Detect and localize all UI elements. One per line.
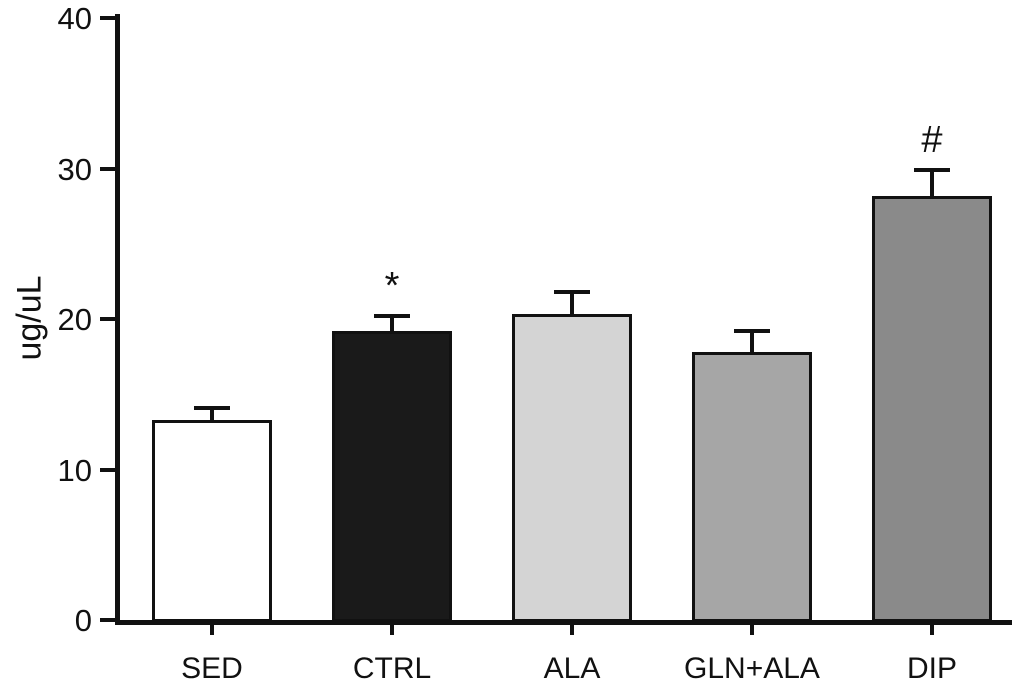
error-bar-cap [554,289,590,294]
x-tick [390,625,394,635]
bar-DIP [872,195,992,622]
error-bar-cap [194,405,230,410]
category-label-CTRL: CTRL [352,652,432,685]
category-label-GLN+ALA: GLN+ALA [684,652,820,685]
error-bar-stem [930,170,934,202]
y-tick-label: 40 [57,1,92,36]
y-tick-label: 30 [57,151,92,187]
bar-SED [152,419,272,622]
x-tick [570,625,574,635]
significance-marker: * [384,264,400,307]
error-bar-stem [750,331,754,359]
y-tick [100,16,115,20]
category-label-DIP: DIP [906,652,957,685]
error-bar-stem [210,407,214,426]
y-tick-label: 10 [57,452,92,488]
y-tick-label: 0 [74,603,92,638]
x-tick [210,625,214,635]
category-label-ALA: ALA [543,652,601,685]
y-axis [115,14,120,625]
y-tick [100,467,115,472]
x-tick [750,625,754,635]
error-bar-stem [390,315,394,338]
significance-marker: # [921,119,943,161]
y-tick [100,618,115,622]
bar-CTRL [332,331,452,622]
bar-GLN+ALA [692,352,812,622]
y-tick [100,317,115,321]
x-axis [115,620,1012,625]
error-bar-stem [570,291,574,321]
y-tick-label: 20 [57,302,92,337]
x-tick [930,625,934,635]
y-tick [100,166,115,171]
error-bar-cap [914,168,950,172]
bar-ALA [512,314,632,622]
error-bar-cap [734,329,770,334]
error-bar-cap [374,313,410,318]
category-label-SED: SED [181,652,243,685]
